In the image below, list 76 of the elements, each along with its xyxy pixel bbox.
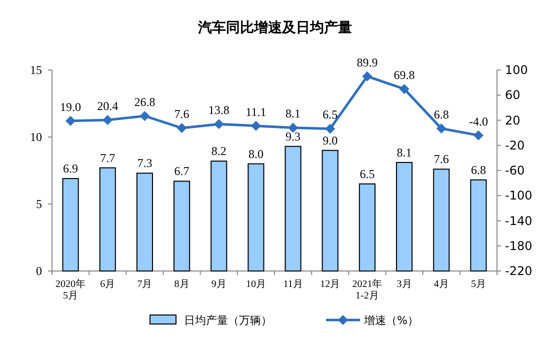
- x-tick-label: 12月: [320, 279, 340, 290]
- point: [473, 130, 484, 140]
- data-label: 6.5: [322, 108, 338, 122]
- data-label: -4.0: [468, 114, 488, 128]
- data-label: 26.8: [134, 94, 156, 109]
- data-label: 7.7: [100, 150, 116, 165]
- y2-tick-label: 60: [505, 88, 520, 102]
- y-tick-label: 10: [30, 130, 42, 144]
- data-label: 20.4: [97, 99, 118, 113]
- data-label: 9.0: [322, 133, 338, 148]
- y2-tick-label: 20: [505, 113, 520, 128]
- data-label: 6.8: [434, 108, 449, 122]
- x-tick-label: 9月: [211, 279, 226, 290]
- x-tick-label: 3月: [396, 279, 412, 290]
- x-tick-label: 7月: [137, 279, 152, 290]
- bar: [99, 167, 116, 272]
- point: [250, 120, 261, 131]
- data-label: 9.3: [286, 129, 301, 144]
- point: [362, 71, 372, 82]
- y2-tick-label: -20: [505, 138, 525, 152]
- point: [399, 84, 410, 94]
- x-tick-label: 2021年 1-2月: [352, 278, 382, 302]
- data-label: 7.6: [434, 152, 449, 166]
- point: [66, 116, 76, 126]
- data-label: 7.3: [137, 156, 152, 170]
- data-label: 7.6: [174, 107, 190, 122]
- bar: [358, 183, 376, 272]
- data-label: 6.7: [174, 164, 190, 178]
- data-label: 8.2: [211, 144, 226, 158]
- x-tick-label: 5月: [470, 279, 486, 290]
- x-tick-label: 2020年 5月: [56, 278, 86, 302]
- y-tick-label: 15: [30, 63, 42, 77]
- bar: [470, 179, 487, 272]
- bar: [433, 168, 450, 272]
- data-label: 89.9: [356, 55, 378, 70]
- x-tick-label: 11月: [283, 279, 303, 290]
- data-label: 8.1: [286, 106, 301, 121]
- y2-tick-label: -220: [505, 264, 532, 278]
- data-label: 6.9: [63, 162, 78, 176]
- x-tick-label: 8月: [174, 279, 190, 290]
- data-label: 69.8: [394, 68, 415, 82]
- x-tick-label: 10月: [246, 279, 266, 290]
- y2-tick-label: -140: [505, 214, 532, 228]
- bar: [136, 172, 153, 272]
- y2-tick-label: -60: [505, 164, 525, 178]
- legend-label: 增速（%）: [363, 314, 418, 327]
- data-label: 13.8: [208, 103, 230, 118]
- y-tick-label: 5: [36, 197, 42, 211]
- y2-tick-label: -100: [505, 188, 532, 203]
- point: [102, 115, 113, 125]
- point: [214, 119, 224, 130]
- chart-title: 汽车同比增速及日均产量: [197, 19, 352, 36]
- point: [436, 124, 446, 134]
- point: [176, 123, 187, 134]
- data-label: 8.1: [396, 145, 412, 160]
- x-tick-label: 6月: [100, 279, 116, 290]
- legend-label: 日均产量（万辆）: [184, 314, 272, 327]
- data-label: 6.8: [470, 162, 486, 177]
- bar: [322, 150, 338, 272]
- bar: [62, 178, 79, 272]
- data-label: 8.0: [248, 146, 264, 161]
- data-label: 19.0: [60, 100, 82, 114]
- y2-tick-label: -180: [505, 238, 532, 253]
- bar: [174, 180, 190, 272]
- y-tick-label: 0: [36, 264, 42, 278]
- bar: [396, 162, 413, 272]
- point: [325, 124, 336, 134]
- data-label: 11.1: [246, 104, 266, 119]
- bar: [248, 163, 264, 272]
- y2-tick-label: 100: [505, 63, 528, 77]
- bar: [210, 160, 228, 272]
- point: [140, 110, 150, 121]
- point: [288, 122, 298, 133]
- x-tick-label: 4月: [434, 279, 449, 290]
- data-label: 6.5: [360, 166, 375, 181]
- bar: [284, 146, 302, 272]
